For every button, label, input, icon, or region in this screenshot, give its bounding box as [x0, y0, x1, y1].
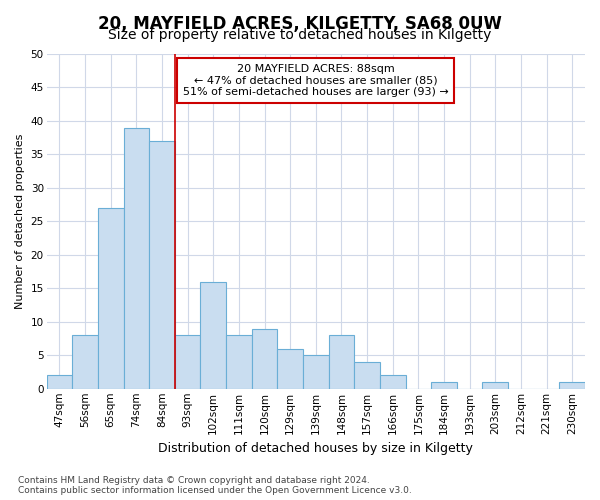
Bar [482, 382, 508, 389]
Bar [329, 335, 354, 389]
Bar [200, 282, 226, 389]
Bar [124, 128, 149, 389]
Bar [47, 376, 72, 389]
Bar [251, 328, 277, 389]
Text: Size of property relative to detached houses in Kilgetty: Size of property relative to detached ho… [109, 28, 491, 42]
Bar [175, 335, 200, 389]
Bar [431, 382, 457, 389]
Bar [277, 348, 303, 389]
Y-axis label: Number of detached properties: Number of detached properties [15, 134, 25, 309]
Text: 20 MAYFIELD ACRES: 88sqm
← 47% of detached houses are smaller (85)
51% of semi-d: 20 MAYFIELD ACRES: 88sqm ← 47% of detach… [183, 64, 449, 97]
Text: Contains HM Land Registry data © Crown copyright and database right 2024.
Contai: Contains HM Land Registry data © Crown c… [18, 476, 412, 495]
Bar [98, 208, 124, 389]
Bar [226, 335, 251, 389]
Text: 20, MAYFIELD ACRES, KILGETTY, SA68 0UW: 20, MAYFIELD ACRES, KILGETTY, SA68 0UW [98, 15, 502, 33]
Bar [149, 141, 175, 389]
Bar [303, 356, 329, 389]
Bar [380, 376, 406, 389]
Bar [354, 362, 380, 389]
Bar [72, 335, 98, 389]
Bar [559, 382, 585, 389]
X-axis label: Distribution of detached houses by size in Kilgetty: Distribution of detached houses by size … [158, 442, 473, 455]
